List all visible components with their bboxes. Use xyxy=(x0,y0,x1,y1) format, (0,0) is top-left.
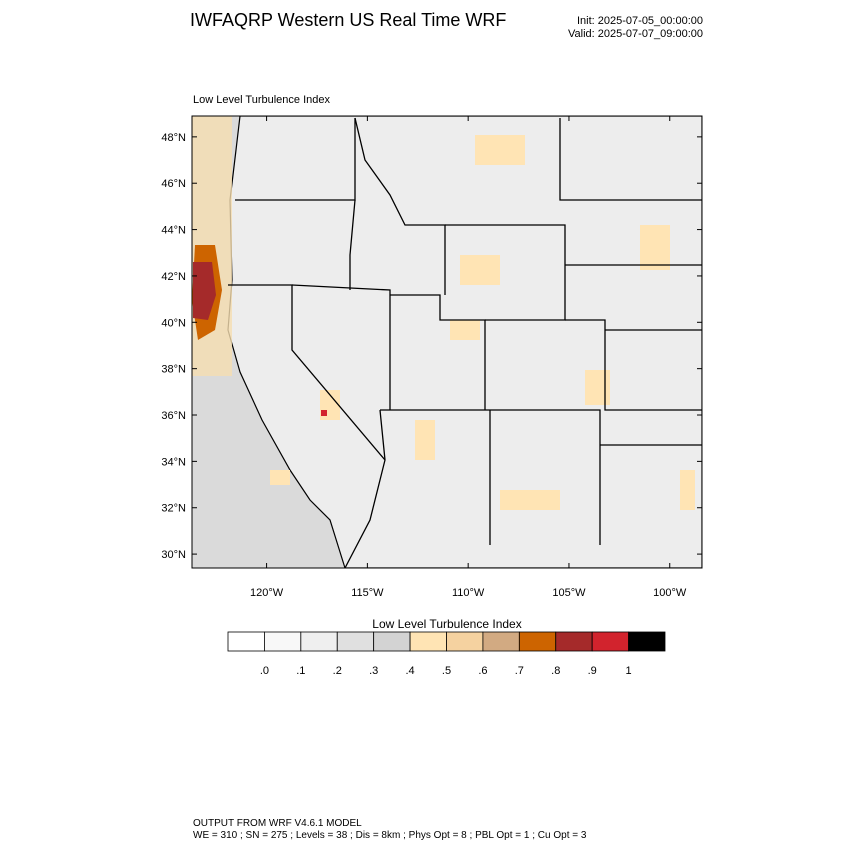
colorbar-tick-label: .1 xyxy=(296,665,305,677)
lat-tick-label: 38°N xyxy=(161,364,186,376)
colorbar-tick-label: .0 xyxy=(260,665,269,677)
lat-tick-label: 42°N xyxy=(161,271,186,283)
figure-title: IWFAQRP Western US Real Time WRF xyxy=(190,10,506,30)
colorbar-box xyxy=(446,631,484,652)
colorbar-tick-label: .5 xyxy=(442,665,451,677)
colorbar-box xyxy=(591,631,629,652)
lat-tick-label: 30°N xyxy=(161,549,186,561)
lat-tick-label: 34°N xyxy=(161,456,186,468)
colorbar-box xyxy=(264,631,302,652)
lon-tick-label: 120°W xyxy=(250,587,284,599)
colorbar: .0 .1 .2 .3 .4 .5 .6 .7 .8 .9 1 xyxy=(227,631,666,677)
lat-tick-label: 32°N xyxy=(161,503,186,515)
colorbar-tick-label: .2 xyxy=(333,665,342,677)
turbulence-patches xyxy=(270,135,695,510)
colorbar-title: Low Level Turbulence Index xyxy=(372,617,521,631)
coastal-turbulence-max xyxy=(193,262,216,320)
lat-tick-label: 36°N xyxy=(161,410,186,422)
map-title: Low Level Turbulence Index xyxy=(193,94,330,106)
lon-tick-label: 105°W xyxy=(552,587,586,599)
colorbar-box xyxy=(555,631,593,652)
lat-tick-label: 48°N xyxy=(161,132,186,144)
map xyxy=(191,115,703,569)
map-field xyxy=(192,116,702,568)
lon-tick-label: 100°W xyxy=(653,587,687,599)
colorbar-box xyxy=(409,631,447,652)
colorbar-box xyxy=(336,631,375,652)
colorbar-box xyxy=(518,631,557,652)
footer-line: OUTPUT FROM WRF V4.6.1 MODEL xyxy=(193,818,362,829)
colorbar-box xyxy=(628,631,666,652)
colorbar-tick-label: .8 xyxy=(551,665,560,677)
lon-tick-label: 115°W xyxy=(351,587,384,599)
hot-spot xyxy=(321,410,327,416)
footer-line: WE = 310 ; SN = 275 ; Levels = 38 ; Dis … xyxy=(193,830,587,841)
state-borders xyxy=(228,117,702,568)
colorbar-tick-label: .9 xyxy=(588,665,597,677)
colorbar-tick-label: .7 xyxy=(515,665,524,677)
colorbar-box xyxy=(373,631,411,652)
colorbar-tick-label: 1 xyxy=(626,665,632,677)
lon-tick-label: 110°W xyxy=(452,587,485,599)
colorbar-box xyxy=(227,631,265,652)
lat-tick-label: 44°N xyxy=(161,225,186,237)
colorbar-box xyxy=(300,631,338,652)
lat-tick-label: 46°N xyxy=(161,178,186,190)
colorbar-tick-label: .3 xyxy=(369,665,378,677)
colorbar-tick-label: .6 xyxy=(478,665,487,677)
colorbar-box xyxy=(482,631,520,652)
colorbar-tick-label: .4 xyxy=(405,665,414,677)
init-time: Init: 2025-07-05_00:00:00 xyxy=(577,15,703,27)
lat-tick-label: 40°N xyxy=(161,317,186,329)
map-frame xyxy=(191,115,703,569)
valid-time: Valid: 2025-07-07_09:00:00 xyxy=(568,28,703,40)
